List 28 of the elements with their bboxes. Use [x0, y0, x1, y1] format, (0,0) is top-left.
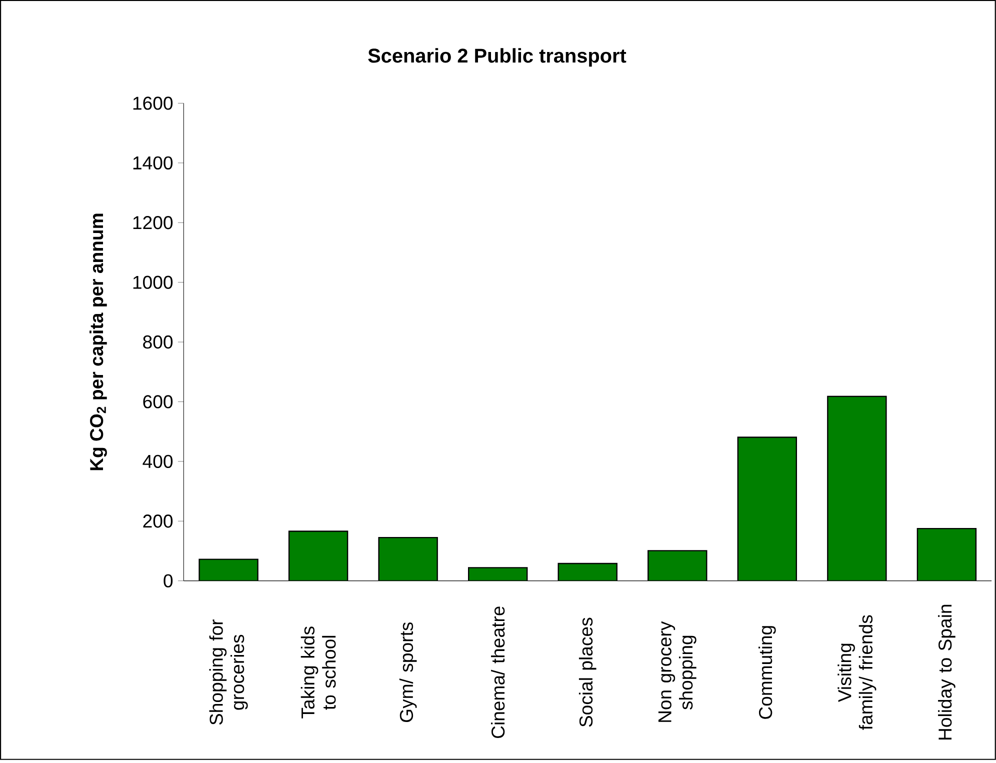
x-tick-label: Social places — [578, 618, 596, 727]
x-tick-label: Taking kids to school — [300, 626, 336, 718]
bar — [198, 558, 258, 581]
bar — [737, 436, 798, 581]
y-tick-label: 200 — [143, 514, 173, 528]
bar — [288, 530, 348, 581]
y-tick-label: 1200 — [133, 216, 173, 230]
y-tick-label: 1000 — [133, 276, 173, 289]
bar — [916, 528, 977, 581]
y-tick-label: 600 — [143, 395, 173, 408]
bar — [558, 562, 618, 581]
x-tick-label: Gym/ sports — [399, 622, 417, 722]
y-tick-label: 800 — [143, 335, 173, 349]
y-tick-label: 1400 — [133, 156, 173, 170]
x-tick-label: Holiday to Spain — [938, 604, 956, 740]
chart-title: Scenario 2 Public transport — [368, 48, 626, 67]
x-tick-label: Cinema/ theatre — [491, 606, 505, 738]
x-tick-label: Commuting — [758, 626, 776, 719]
y-tick-label: 400 — [142, 454, 173, 468]
bar — [827, 396, 887, 581]
x-tick-label: Visiting family/ friends — [838, 615, 876, 730]
y-axis-title: Kg CO$_{2}$ per capita per annum — [90, 214, 107, 470]
y-tick-label: 0 — [164, 574, 173, 588]
bar — [648, 550, 708, 581]
y-tick-label: 1600 — [133, 96, 173, 110]
bar — [378, 536, 438, 581]
x-tick-label: Non grocery shopping — [658, 621, 696, 722]
x-tick-label: Shopping for groceries — [209, 620, 248, 725]
